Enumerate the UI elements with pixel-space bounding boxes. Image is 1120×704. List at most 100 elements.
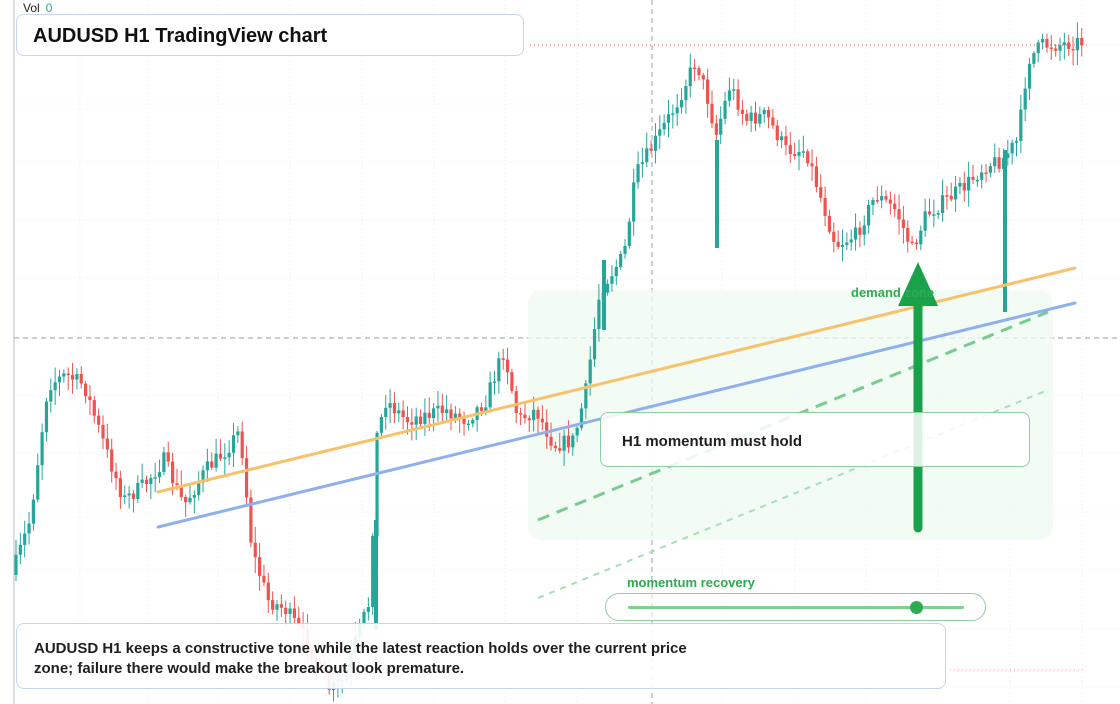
candle-body xyxy=(836,241,840,247)
candle-body xyxy=(523,414,527,419)
candle-body xyxy=(1054,48,1058,51)
candle-body xyxy=(223,457,227,459)
momentum-recovery-slider[interactable] xyxy=(605,593,986,621)
candle-body xyxy=(1041,38,1045,43)
candle-body xyxy=(780,136,784,141)
candle-body xyxy=(558,448,562,451)
candle-body xyxy=(766,109,771,118)
candle-body xyxy=(719,118,723,135)
candle-body xyxy=(514,391,518,414)
candle-body xyxy=(140,479,144,483)
candle-body xyxy=(179,484,183,497)
candle-body xyxy=(884,196,888,200)
candle-body xyxy=(993,157,997,167)
candle-body xyxy=(297,617,301,625)
candle-body xyxy=(423,412,427,424)
candle-body xyxy=(867,204,871,226)
candle-body xyxy=(788,145,792,155)
candle-body xyxy=(732,89,736,91)
candle-body xyxy=(710,103,714,124)
candle-body xyxy=(901,219,905,228)
candle-body xyxy=(984,172,988,174)
momentum-callout: H1 momentum must hold xyxy=(600,412,1030,467)
candle-body xyxy=(144,479,149,484)
candle-body xyxy=(627,221,631,247)
candle-body xyxy=(679,100,684,108)
candle-body xyxy=(449,409,453,419)
candle-body xyxy=(362,611,366,624)
candle-body xyxy=(801,151,805,153)
candle-body xyxy=(101,424,105,439)
candle-body xyxy=(197,482,201,495)
candle-body xyxy=(366,607,370,612)
candle-body xyxy=(527,418,531,421)
candle-body xyxy=(975,179,979,182)
candle-body xyxy=(997,157,1001,169)
candle-body xyxy=(545,422,549,437)
candle-body xyxy=(749,112,753,121)
candle-body xyxy=(201,470,205,483)
candle-body xyxy=(1058,45,1062,51)
candle-body xyxy=(188,497,192,503)
candle-body xyxy=(379,417,383,433)
analysis-note-text: AUDUSD H1 keeps a constructive tone whil… xyxy=(34,640,687,677)
candle-body xyxy=(484,407,488,411)
candle-body xyxy=(962,182,966,191)
candle-body xyxy=(249,497,253,543)
candle-body xyxy=(784,136,788,146)
candle-body xyxy=(1067,42,1071,49)
momentum-callout-text: H1 momentum must hold xyxy=(622,433,803,450)
candle-body xyxy=(640,162,644,165)
candle-body xyxy=(18,544,22,555)
candle-body xyxy=(602,260,606,330)
candle-body xyxy=(118,478,122,498)
candle-body xyxy=(44,401,49,433)
candle-body xyxy=(701,75,705,80)
candle-body xyxy=(375,432,379,536)
candle-body xyxy=(253,542,257,558)
candle-body xyxy=(936,213,940,215)
candle-body xyxy=(588,359,592,384)
candle-body xyxy=(279,604,283,608)
candle-body xyxy=(823,197,827,216)
candle-body xyxy=(401,410,405,418)
candle-body xyxy=(1049,47,1053,49)
candle-body xyxy=(819,187,823,198)
candle-body xyxy=(927,211,932,215)
candle-body xyxy=(218,453,223,459)
candle-body xyxy=(392,403,397,414)
candle-body xyxy=(871,200,875,205)
candle-body xyxy=(70,375,75,380)
candle-body xyxy=(940,195,945,214)
candle-body xyxy=(488,382,492,408)
candle-body xyxy=(923,211,927,231)
candle-body xyxy=(579,408,584,428)
candle-body xyxy=(288,608,292,614)
slider-track xyxy=(628,606,964,609)
candle-body xyxy=(292,608,296,618)
candle-body xyxy=(649,148,653,151)
candle-body xyxy=(210,461,214,468)
analysis-note: AUDUSD H1 keeps a constructive tone whil… xyxy=(16,623,946,689)
candle-body xyxy=(714,123,718,135)
candle-body xyxy=(753,112,758,124)
candle-body xyxy=(1075,37,1079,51)
candle-body xyxy=(1032,53,1036,64)
candle-body xyxy=(636,164,640,183)
candle-body xyxy=(445,409,449,414)
candle-body xyxy=(466,423,470,426)
candle-body xyxy=(914,242,919,245)
candle-body xyxy=(501,358,505,360)
slider-thumb[interactable] xyxy=(910,601,924,614)
demand-zone-label: demand zone xyxy=(851,285,935,300)
candle-body xyxy=(980,172,984,180)
candle-body xyxy=(166,452,170,462)
candle-body xyxy=(127,493,131,496)
candle-body xyxy=(40,432,44,466)
candle-body xyxy=(723,100,727,119)
candle-body xyxy=(575,427,579,436)
candle-body xyxy=(131,493,136,499)
candle-body xyxy=(888,199,892,204)
candle-body xyxy=(57,376,62,383)
